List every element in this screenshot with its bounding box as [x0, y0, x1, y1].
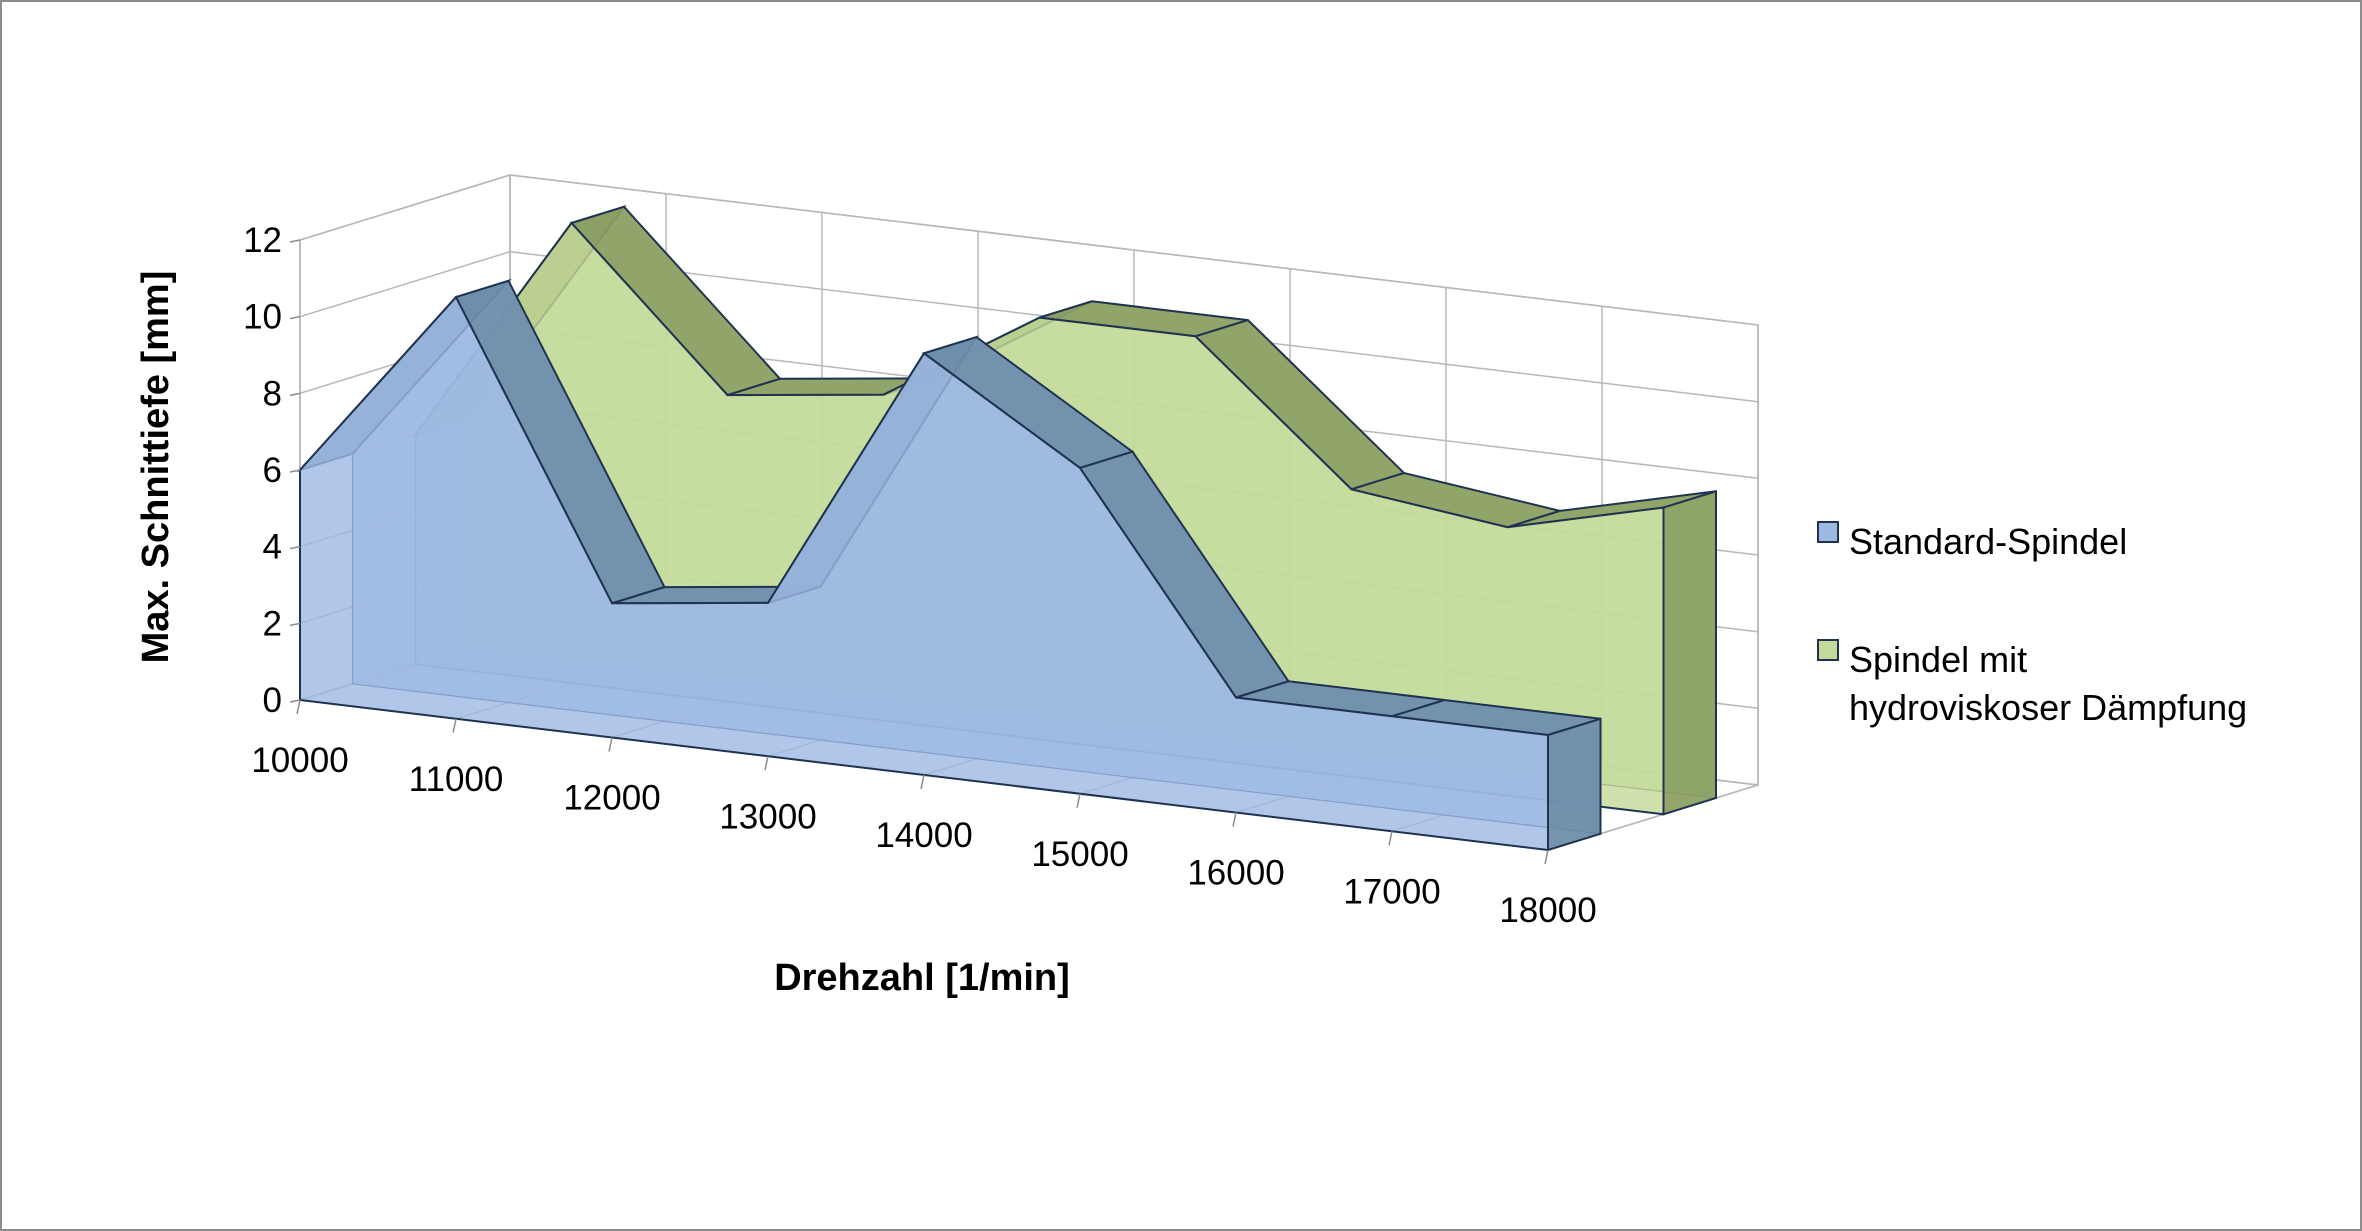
y-tick-mark	[289, 622, 301, 627]
y-axis-ticks: 0 2 4 6 8 10 12	[243, 221, 301, 720]
x-tick-mark	[608, 737, 613, 752]
y-tick-label: 2	[263, 604, 282, 643]
y-tick-label: 0	[263, 681, 282, 720]
y-tick-mark	[289, 315, 301, 320]
x-tick-mark	[1076, 793, 1081, 808]
x-tick-mark	[764, 756, 769, 771]
legend-swatch-standard-spindel	[1817, 521, 1839, 543]
y-tick-mark	[289, 545, 301, 550]
x-axis-title: Drehzahl [1/min]	[774, 957, 1070, 999]
y-tick-label: 4	[263, 528, 282, 567]
x-tick-label: 11000	[409, 760, 504, 799]
x-tick-label: 15000	[1031, 835, 1128, 874]
legend: Standard-Spindel Spindel mit hydroviskos…	[1817, 521, 2247, 728]
y-tick-label: 8	[263, 374, 282, 413]
x-tick-label: 17000	[1343, 872, 1440, 911]
y-tick-label: 12	[243, 221, 282, 260]
x-tick-label: 14000	[875, 816, 972, 855]
x-tick-label: 16000	[1187, 854, 1284, 893]
y-tick-mark	[289, 239, 301, 243]
legend-label-spindel-mit-line-1: Spindel mit	[1849, 639, 2027, 680]
legend-label-standard-spindel: Standard-Spindel	[1849, 521, 2127, 562]
y-tick-label: 6	[263, 451, 282, 490]
y-tick-label: 10	[243, 298, 282, 337]
legend-label-spindel-mit-line-2: hydroviskoser Dämpfung	[1849, 687, 2247, 728]
x-tick-mark	[1232, 812, 1237, 827]
x-tick-mark	[920, 774, 925, 790]
x-tick-mark	[296, 699, 301, 715]
y-tick-mark	[289, 469, 301, 473]
y-tick-mark	[289, 699, 301, 703]
x-tick-mark	[452, 718, 457, 733]
y-axis-title: Max. Schnittiefe [mm]	[135, 271, 177, 664]
x-tick-label: 10000	[251, 741, 348, 780]
series-blue-front-face	[299, 295, 1549, 852]
gridline-x	[1547, 325, 1759, 851]
x-tick-label: 18000	[1499, 891, 1596, 930]
y-tick-mark	[289, 392, 301, 397]
x-tick-label: 13000	[719, 797, 816, 836]
series-standard-spindel	[296, 278, 1602, 852]
x-tick-mark	[1388, 831, 1393, 846]
x-tick-label: 12000	[563, 779, 660, 818]
x-axis-ticks: 10000 11000 12000 13000 14000 15000 16000 17000…	[251, 699, 1597, 930]
series-green-end-cap	[1662, 489, 1717, 816]
x-tick-mark	[1544, 849, 1549, 865]
series-blue-end-cap	[1547, 717, 1602, 852]
legend-swatch-spindel-mit-hydroviskoser-daempfung	[1817, 639, 1839, 661]
